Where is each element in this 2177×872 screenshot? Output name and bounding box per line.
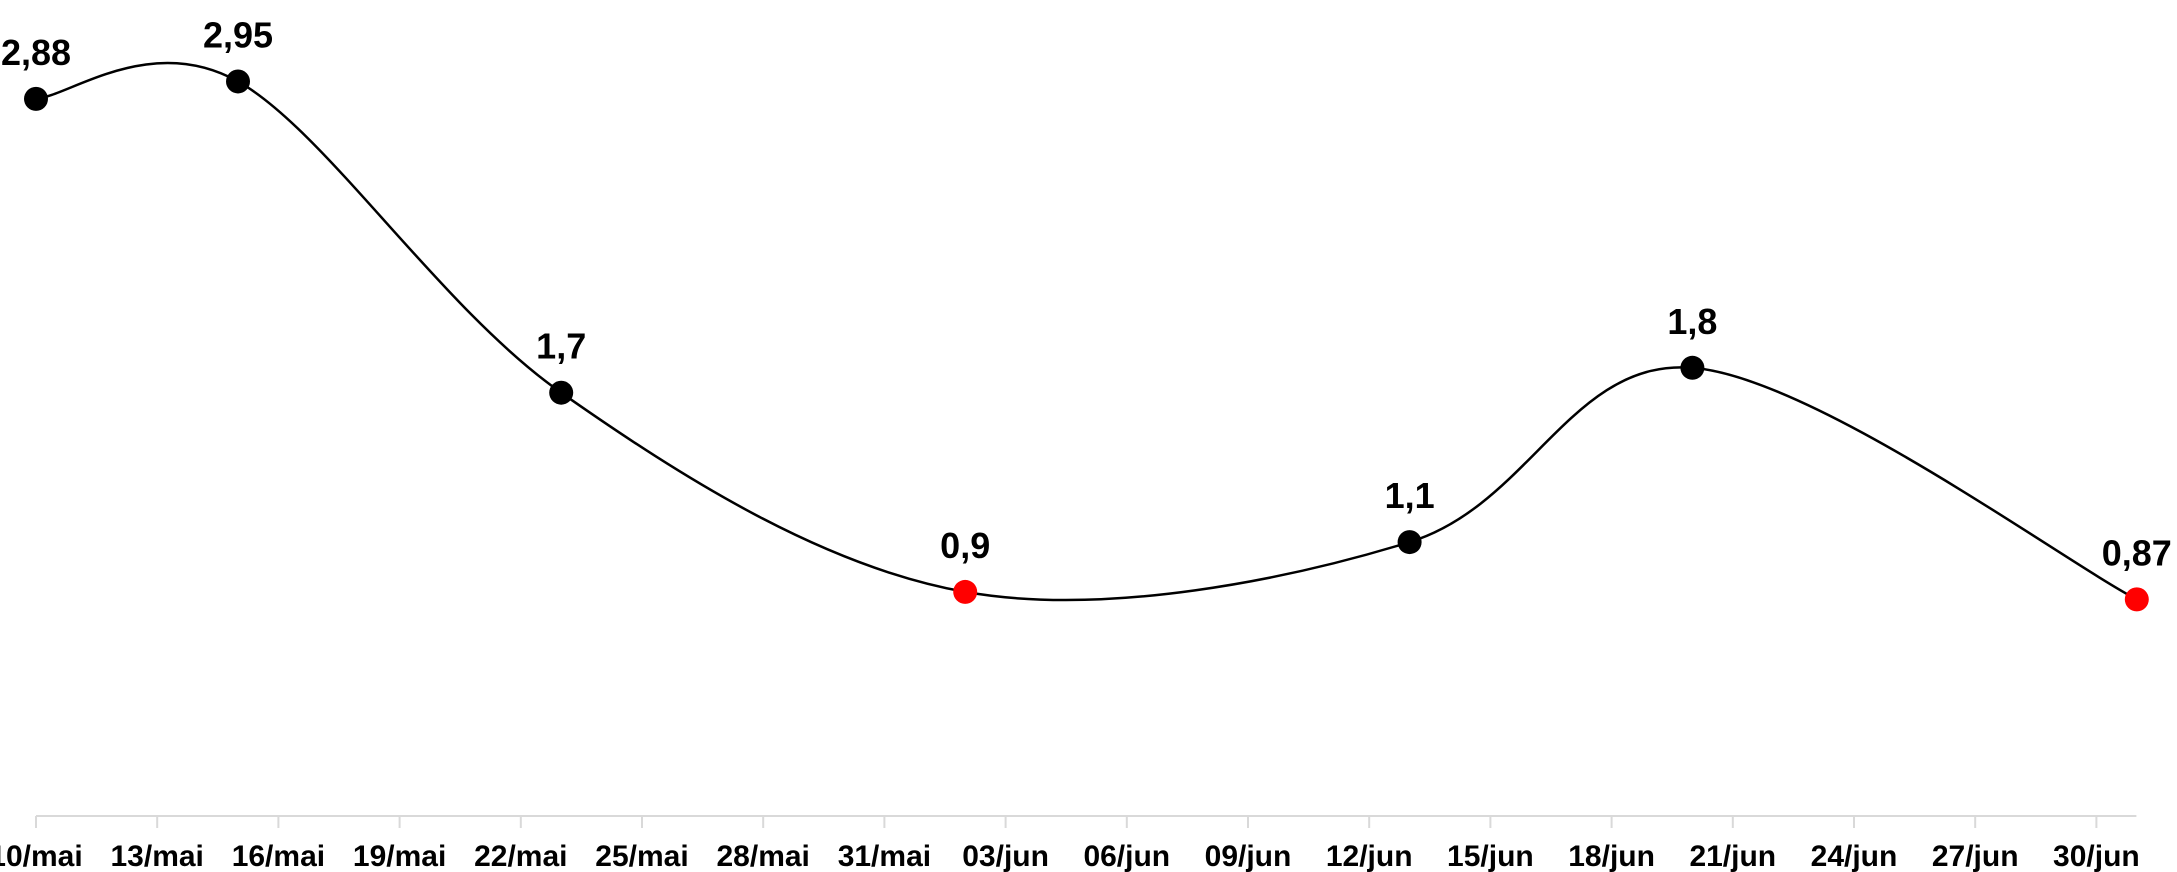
x-tick-label: 27/jun	[1932, 840, 2019, 872]
x-tick-label: 15/jun	[1447, 840, 1534, 872]
data-point	[549, 380, 574, 405]
x-tick-label: 06/jun	[1083, 840, 1170, 872]
x-tick-label: 24/jun	[1811, 840, 1898, 872]
x-tick-label: 10/mai	[0, 840, 83, 872]
x-tick-label: 28/mai	[716, 840, 809, 872]
x-tick-label: 12/jun	[1326, 840, 1413, 872]
x-tick-label: 18/jun	[1568, 840, 1655, 872]
x-tick-label: 19/mai	[353, 840, 446, 872]
data-label: 2,88	[1, 32, 71, 73]
x-tick-label: 09/jun	[1205, 840, 1292, 872]
x-tick-labels: 10/mai 13/mai 16/mai 19/mai 22/mai 25/mai 28/m…	[0, 840, 2140, 872]
series-line	[35, 61, 2138, 602]
data-label: 2,95	[203, 14, 273, 55]
x-tick-label: 03/jun	[962, 840, 1049, 872]
data-label: 1,8	[1667, 301, 1717, 342]
data-label: 0,9	[940, 525, 990, 566]
data-label: 1,7	[536, 326, 586, 367]
data-label: 1,1	[1385, 475, 1435, 516]
x-tick-label: 30/jun	[2053, 840, 2140, 872]
x-tick-label: 31/mai	[838, 840, 931, 872]
data-points	[24, 69, 2149, 612]
x-axis	[35, 815, 2137, 828]
data-labels: 2,88 2,95 1,7 0,9 1,1 1,8 0,87	[1, 14, 2172, 573]
highlight-data-point	[2124, 587, 2149, 612]
data-point	[226, 69, 250, 94]
highlight-data-point	[953, 579, 978, 604]
data-point	[1397, 530, 1422, 555]
data-point	[1680, 355, 1705, 380]
x-tick-label: 13/mai	[110, 840, 203, 872]
data-label: 0,87	[2102, 532, 2172, 573]
data-point	[24, 86, 48, 111]
x-tick-label: 22/mai	[474, 840, 567, 872]
x-tick-label: 25/mai	[595, 840, 688, 872]
x-tick-label: 16/mai	[232, 840, 325, 872]
x-tick-label: 21/jun	[1689, 840, 1776, 872]
